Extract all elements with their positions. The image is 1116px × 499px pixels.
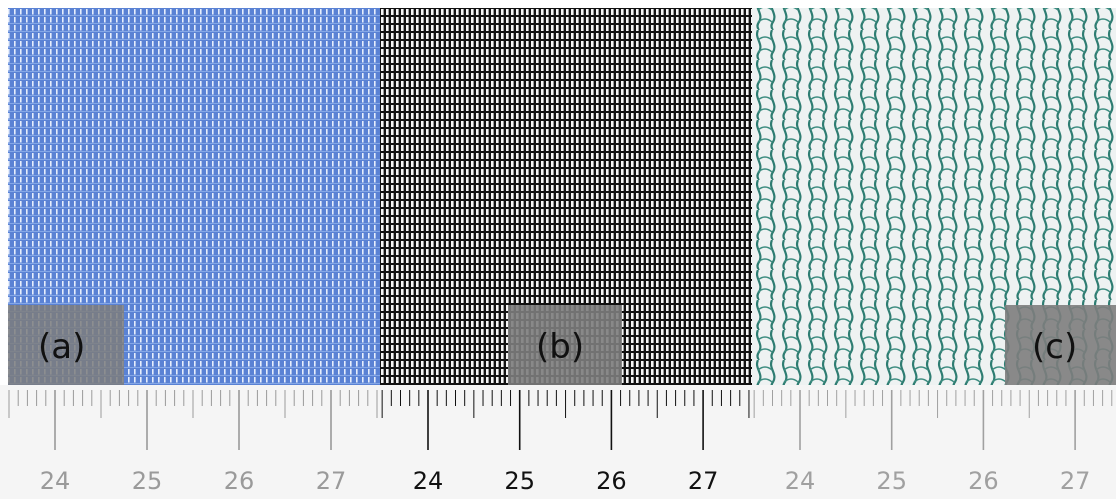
ruler-number: 25 [504,467,535,495]
ruler-number: 27 [316,467,347,495]
label-box [1005,305,1116,385]
label-box [8,305,124,385]
ruler-number: 27 [1060,467,1091,495]
ruler-number: 26 [968,467,999,495]
ruler-number: 27 [688,467,719,495]
ruler-number: 26 [224,467,255,495]
ruler-number: 24 [413,467,444,495]
ruler-number: 25 [132,467,163,495]
ruler [0,385,1116,499]
ruler-number: 24 [40,467,71,495]
panel-label: (c) [1032,327,1077,367]
panel-label: (a) [38,327,85,367]
ruler-number: 24 [785,467,816,495]
label-box [508,305,622,385]
ruler-number: 26 [596,467,627,495]
ruler-number: 25 [876,467,907,495]
panel-label: (b) [536,327,584,367]
